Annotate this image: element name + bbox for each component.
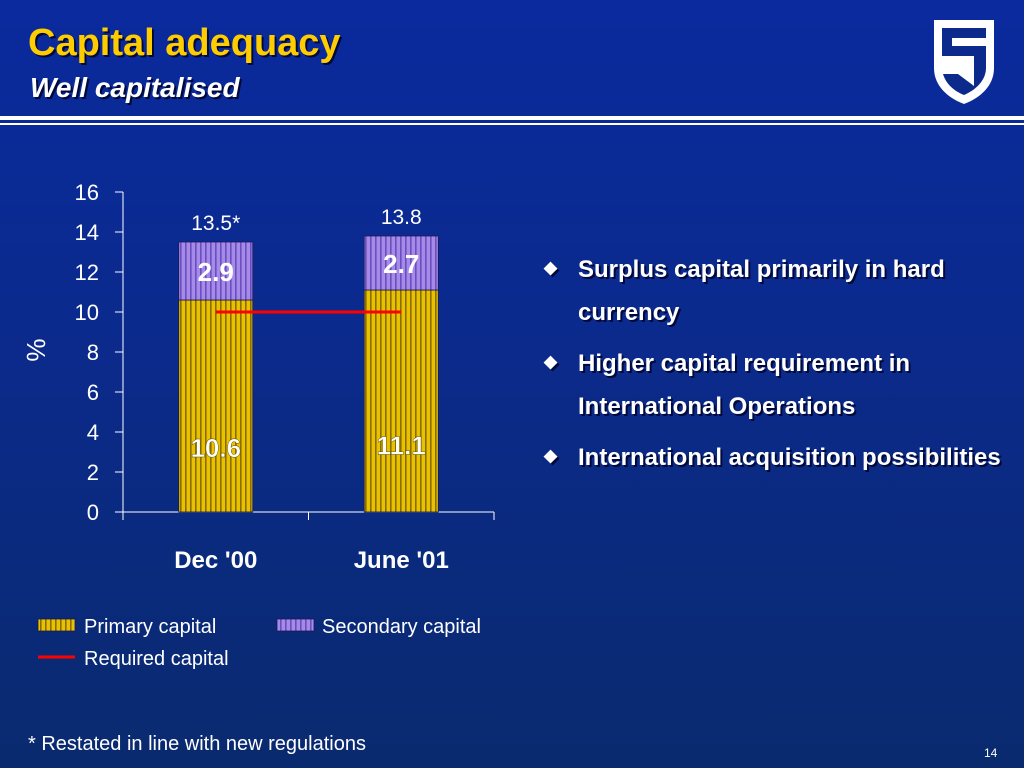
data-label-total: 13.5* — [191, 212, 240, 235]
y-tick-label: 12 — [75, 260, 99, 285]
data-label-secondary: 2.9 — [198, 257, 234, 287]
y-tick-label: 14 — [75, 220, 99, 245]
y-tick-label: 2 — [87, 460, 99, 485]
legend-label-secondary: Secondary capital — [322, 616, 481, 638]
header-rule — [0, 116, 1024, 120]
data-label-primary: 11.1 — [377, 430, 426, 460]
header-rule-thin — [0, 123, 1024, 125]
bullet-text: Higher capital requirement in Internatio… — [578, 350, 911, 420]
bar-primary-capital — [363, 289, 439, 513]
bullet-item: ◆ Higher capital requirement in Internat… — [540, 342, 1010, 428]
diamond-bullet-icon: ◆ — [544, 352, 558, 371]
legend-label-required: Required capital — [84, 648, 229, 670]
page-number: 14 — [984, 746, 998, 760]
page-subtitle: Well capitalised — [30, 72, 240, 103]
legend-swatch-secondary — [276, 618, 315, 632]
legend-label-primary: Primary capital — [84, 616, 216, 638]
data-label-total: 13.8 — [381, 206, 422, 229]
diamond-bullet-icon: ◆ — [544, 258, 558, 277]
data-label-primary: 10.6 — [190, 433, 241, 463]
bullet-item: ◆ International acquisition possibilitie… — [540, 436, 1010, 479]
data-label-secondary: 2.7 — [383, 249, 419, 279]
y-tick-label: 10 — [75, 300, 99, 325]
y-tick-label: 8 — [87, 340, 99, 365]
x-tick-label: Dec '00 — [174, 547, 257, 574]
y-tick-label: 16 — [75, 180, 99, 205]
x-tick-label: June '01 — [354, 547, 449, 574]
capital-chart: 0 2 4 6 8 10 12 14 16% Dec '00 June '01 10.6 2.9 13.… — [21, 180, 495, 670]
y-tick-label: 4 — [87, 420, 99, 445]
bullet-text: Surplus capital primarily in hard curren… — [578, 256, 945, 326]
footnote: * Restated in line with new regulations — [28, 733, 366, 755]
y-tick-label: 0 — [87, 500, 99, 525]
bullet-list: ◆ Surplus capital primarily in hard curr… — [540, 248, 1010, 487]
bar-secondary-capital — [178, 241, 254, 301]
diamond-bullet-icon: ◆ — [544, 446, 558, 465]
page-title: Capital adequacy — [28, 22, 341, 64]
shield-logo-icon — [934, 20, 994, 104]
y-axis-label: % — [21, 338, 51, 361]
bullet-item: ◆ Surplus capital primarily in hard curr… — [540, 248, 1010, 334]
bar-secondary-capital — [363, 235, 439, 291]
bar-primary-capital — [178, 299, 254, 513]
bullet-text: International acquisition possibilities — [578, 444, 1001, 471]
legend-swatch-primary — [37, 618, 76, 632]
y-tick-label: 6 — [87, 380, 99, 405]
